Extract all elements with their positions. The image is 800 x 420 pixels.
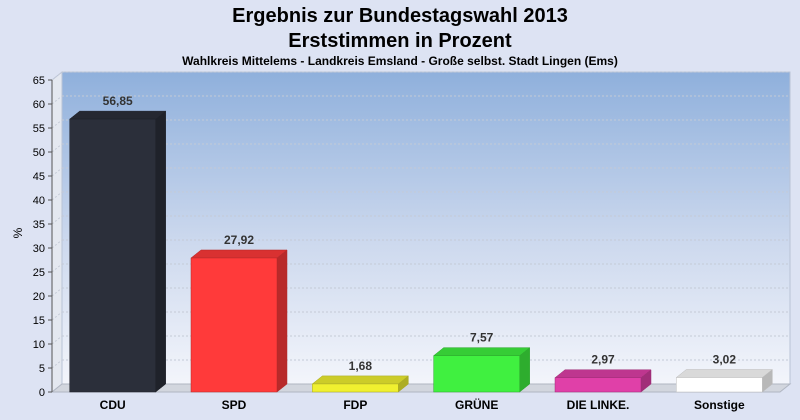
x-tick-label: DIE LINKE.	[567, 398, 630, 412]
y-tick-label: 40	[33, 195, 45, 207]
bar-front	[433, 355, 520, 393]
data-label: 3,02	[713, 353, 737, 367]
bar-fdp	[311, 375, 410, 393]
bar-top	[311, 375, 410, 385]
y-tick-label: 35	[33, 219, 45, 231]
bar-front	[312, 383, 399, 393]
plot-back-wall	[61, 71, 791, 385]
x-tick-label: GRÜNE	[455, 397, 498, 412]
bar-gr-ne	[432, 347, 531, 393]
data-label: 2,97	[591, 353, 615, 367]
bar-front	[676, 377, 763, 393]
bar-side	[155, 110, 166, 393]
y-tick-label: 20	[33, 291, 45, 303]
bar-spd	[190, 249, 288, 393]
data-label: 1,68	[349, 359, 373, 373]
chart-title-line1: Ergebnis zur Bundestagswahl 2013	[232, 5, 568, 27]
bar-top	[554, 369, 652, 378]
bar-die-linke-	[554, 369, 652, 393]
bar-top	[68, 110, 167, 120]
data-label: 27,92	[224, 233, 254, 247]
bar-top	[675, 369, 774, 378]
bar-top	[190, 249, 288, 259]
y-tick-label: 15	[33, 315, 45, 327]
y-tick-label: 30	[33, 243, 45, 255]
y-axis-label: %	[11, 227, 25, 238]
x-tick-label: FDP	[343, 398, 367, 412]
y-tick-label: 0	[39, 387, 45, 399]
y-tick-label: 45	[33, 171, 45, 183]
chart-subtitle: Wahlkreis Mittelems - Landkreis Emsland …	[182, 54, 618, 68]
chart-title-line2: Erststimmen in Prozent	[288, 30, 512, 52]
y-tick-label: 5	[39, 363, 45, 375]
bar-top	[432, 347, 531, 356]
y-tick-label: 60	[33, 99, 45, 111]
bar-sonstige	[675, 368, 774, 393]
x-tick-label: Sonstige	[694, 398, 745, 412]
data-label: 56,85	[103, 94, 133, 108]
x-tick-label: CDU	[100, 398, 126, 412]
data-label: 7,57	[470, 331, 494, 345]
bar-side	[276, 249, 288, 393]
y-tick-label: 10	[33, 339, 45, 351]
bar-front	[554, 377, 642, 393]
y-tick-label: 50	[33, 147, 45, 159]
x-tick-label: SPD	[222, 398, 247, 412]
y-tick-label: 55	[33, 123, 45, 135]
y-tick-label: 25	[33, 267, 45, 279]
plot-side-wall	[51, 70, 63, 394]
bar-cdu	[68, 110, 167, 393]
y-tick-label: 65	[33, 75, 45, 87]
bar-front	[69, 118, 156, 393]
bar-front	[190, 257, 278, 393]
